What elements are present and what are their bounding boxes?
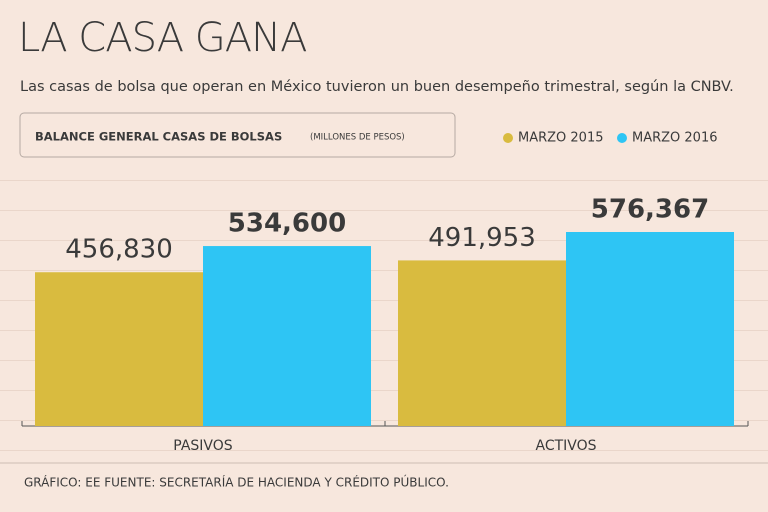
- bar: [566, 232, 734, 426]
- chart-subtitle: BALANCE GENERAL CASAS DE BOLSAS: [35, 130, 282, 144]
- value-label: 534,600: [228, 209, 346, 239]
- value-label: 456,830: [65, 235, 173, 265]
- legend-swatch: [617, 133, 627, 143]
- value-label: 491,953: [428, 223, 536, 253]
- value-label: 576,367: [591, 195, 709, 225]
- bar: [35, 272, 203, 426]
- x-tick-label: PASIVOS: [173, 438, 232, 454]
- legend-label: MARZO 2015: [518, 131, 604, 146]
- subtitle: Las casas de bolsa que operan en México …: [20, 79, 734, 95]
- bar: [398, 260, 566, 426]
- bar: [203, 246, 371, 426]
- footer: GRÁFICO: EE FUENTE: SECRETARÍA DE HACIEN…: [24, 475, 449, 490]
- unit-label: (MILLONES DE PESOS): [310, 133, 405, 143]
- x-tick-label: ACTIVOS: [535, 438, 596, 454]
- chart-title: LA CASA GANA: [18, 15, 307, 61]
- title-box: [19, 112, 456, 158]
- legend-swatch: [503, 133, 513, 143]
- legend-label: MARZO 2016: [632, 131, 718, 146]
